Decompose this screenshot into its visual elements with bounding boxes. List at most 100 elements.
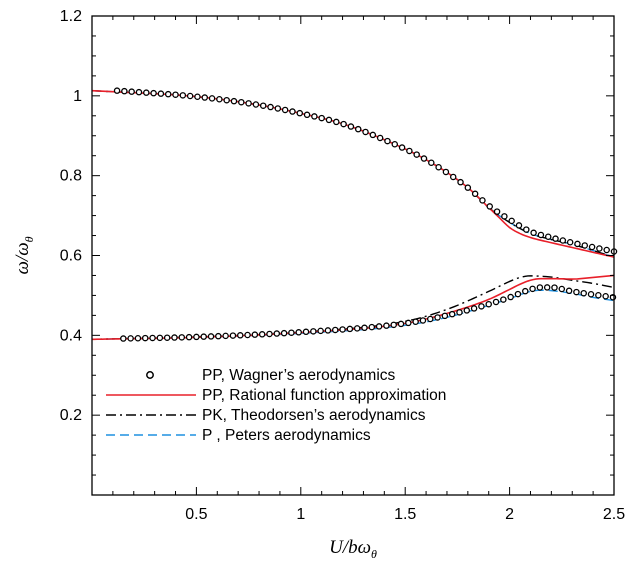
data-point-upper [201, 94, 208, 101]
data-point-upper [435, 163, 442, 171]
data-point-lower [302, 328, 310, 336]
legend-marker [146, 371, 154, 379]
data-point-upper [135, 88, 143, 96]
legend-entry: PP, Rational function approximation [106, 387, 446, 404]
data-point-lower [141, 334, 149, 342]
y-tick-label: 1.2 [60, 8, 82, 25]
data-point-upper [179, 92, 187, 99]
data-point-upper [376, 134, 384, 142]
data-point-upper [143, 89, 150, 96]
data-point-lower [317, 327, 324, 335]
data-point-upper [449, 173, 457, 181]
data-point-lower [595, 291, 602, 299]
data-point-upper [574, 240, 581, 248]
ticks-layer [91, 15, 615, 496]
data-point-upper [515, 222, 523, 229]
x-tick-label: 1 [296, 506, 305, 523]
data-point-lower [310, 328, 317, 335]
data-point-lower [215, 332, 222, 340]
data-point-upper [406, 147, 413, 155]
data-point-lower [390, 321, 397, 329]
data-point-lower [280, 329, 288, 337]
x-axis-title-main: U/bω [329, 537, 371, 558]
legend-label: P , Peters aerodynamics [202, 427, 371, 444]
data-point-lower [127, 335, 134, 342]
data-point-upper [172, 91, 179, 98]
legend-entry: PK, Theodorsen’s aerodynamics [106, 407, 426, 424]
data-point-upper [238, 98, 245, 106]
data-point-upper [157, 90, 165, 97]
data-point-upper [245, 100, 252, 107]
data-point-lower [448, 310, 456, 318]
data-point-lower [412, 318, 419, 325]
data-point-lower [463, 307, 471, 314]
data-point-upper [267, 103, 274, 111]
data-point-lower [368, 323, 376, 331]
data-point-lower [200, 333, 207, 340]
x-tick-label: 2 [505, 506, 514, 523]
data-point-lower [427, 315, 434, 323]
data-point-lower [500, 296, 507, 303]
legend-label: PK, Theodorsen’s aerodynamics [202, 407, 426, 424]
y-axis-title-sub: θ [22, 236, 36, 242]
data-point-lower [346, 325, 354, 333]
y-tick-label: 0.6 [60, 248, 82, 265]
data-point-lower [258, 331, 266, 338]
data-point-upper [420, 155, 428, 162]
data-point-upper [464, 184, 472, 191]
data-point-lower [543, 284, 551, 291]
data-point-upper [281, 106, 289, 114]
data-point-upper [296, 109, 304, 117]
data-point-upper [289, 108, 296, 115]
data-point-lower [134, 334, 142, 342]
markers-layer [113, 87, 618, 342]
data-point-upper [259, 102, 267, 109]
data-point-upper [252, 101, 260, 108]
data-point-lower [551, 284, 558, 291]
data-point-upper [347, 123, 355, 130]
data-point-lower [149, 334, 156, 342]
data-point-lower [295, 329, 302, 336]
data-point-lower [361, 324, 368, 332]
y-axis-title: ω/ωθ [12, 236, 36, 274]
data-point-lower [522, 287, 529, 295]
data-point-lower [185, 333, 193, 341]
data-point-lower [602, 292, 609, 300]
data-point-lower [514, 290, 522, 298]
data-point-lower [273, 330, 281, 337]
data-point-lower [529, 285, 536, 293]
data-point-lower [383, 322, 390, 329]
data-point-lower [324, 327, 332, 334]
data-point-upper [581, 242, 589, 249]
data-point-upper [223, 96, 230, 104]
data-point-lower [163, 334, 171, 341]
data-point-upper [479, 197, 486, 204]
legend-label: PP, Wagner’s aerodynamics [202, 367, 396, 384]
data-point-upper [530, 229, 537, 237]
data-point-lower [478, 303, 485, 310]
data-point-upper [391, 141, 399, 148]
data-point-lower [397, 320, 405, 328]
data-point-lower [222, 332, 229, 340]
data-point-lower [244, 331, 251, 339]
data-point-upper [186, 92, 194, 100]
data-point-upper [471, 190, 479, 198]
tick-labels-layer: 0.2 0.4 0.6 0.8 1 1.2 0.5 1 1.5 2 2.5 [60, 8, 625, 523]
data-point-upper [398, 144, 406, 151]
data-point-lower [434, 314, 441, 321]
data-point-lower [120, 335, 127, 342]
legend-entry: PP, Wagner’s aerodynamics [146, 367, 396, 384]
data-point-upper [216, 96, 223, 103]
data-point-lower [492, 298, 500, 306]
data-point-upper [384, 137, 391, 145]
y-tick-label: 0.8 [60, 168, 82, 185]
data-point-upper [523, 226, 530, 233]
data-point-upper [508, 217, 515, 225]
data-point-lower [587, 291, 595, 298]
data-point-upper [428, 159, 435, 167]
x-tick-label: 2.5 [603, 506, 625, 523]
data-point-upper [493, 208, 501, 215]
data-point-upper [194, 93, 201, 100]
x-axis-title: U/bωθ [329, 537, 377, 561]
data-point-lower [536, 284, 544, 291]
